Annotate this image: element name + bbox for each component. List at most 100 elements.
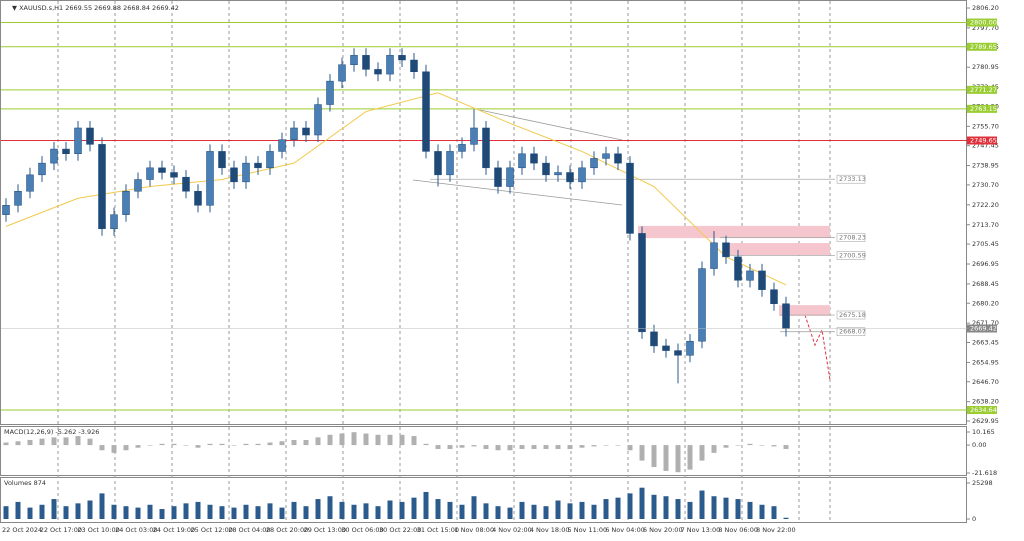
candle-body: [590, 158, 598, 169]
macd-bar: [399, 434, 405, 446]
candle-body: [326, 80, 334, 105]
panel-tick-label: -21.618: [972, 469, 997, 477]
level-tag-label: 2763.15: [970, 105, 997, 113]
volume-frame: [0, 477, 967, 523]
candle-body: [650, 331, 658, 347]
macd-bar: [147, 445, 153, 446]
zone: [725, 243, 830, 255]
volumes-bar: [615, 497, 621, 519]
volumes-bar: [255, 506, 261, 519]
volumes-bar: [555, 500, 561, 519]
volumes-bar: [111, 504, 117, 519]
level-tag-label: 2771.27: [970, 86, 997, 94]
volumes-bar: [519, 501, 525, 519]
candle-body: [602, 153, 610, 159]
level-tag-label: 2634.64: [970, 406, 997, 414]
candle-body: [746, 270, 754, 281]
macd-bar: [171, 443, 177, 446]
level-tag: [967, 18, 997, 27]
zone: [779, 305, 830, 316]
y-tick-label: 2722.20: [972, 201, 999, 209]
candle-body: [182, 176, 190, 192]
candle-body: [86, 127, 94, 145]
macd-bar: [735, 445, 741, 446]
volumes-bar: [567, 503, 573, 519]
marker-label: 2700.59: [839, 251, 866, 259]
macd-bar: [387, 434, 393, 446]
macd-bar: [567, 445, 573, 449]
candle-body: [350, 55, 358, 65]
x-tick-label: 24 Oct 19:00: [153, 526, 195, 534]
macd-bar: [195, 445, 201, 448]
candle-body: [146, 167, 154, 180]
macd-bar: [447, 445, 453, 449]
macd-frame: [0, 426, 967, 476]
channel: [412, 109, 623, 206]
macd-bar: [159, 443, 165, 446]
macd-bar: [231, 445, 237, 446]
volumes-bar: [603, 499, 609, 519]
candle-body: [194, 190, 202, 206]
macd-bar: [123, 445, 129, 451]
candle-body: [626, 162, 634, 234]
volumes-bar: [771, 506, 777, 519]
volumes-bar: [639, 487, 645, 519]
volumes-bar: [135, 507, 141, 519]
panel-tick-label: 0.00: [972, 441, 986, 449]
y-tick-label: 2680.20: [972, 299, 999, 307]
volumes-bar: [123, 506, 129, 519]
level-tag-label: 2789.65: [970, 43, 997, 51]
macd-bar: [291, 439, 297, 446]
volumes-bar: [351, 504, 357, 519]
volumes-bar: [423, 491, 429, 519]
macd-bar: [327, 434, 333, 446]
macd-bar: [15, 441, 21, 446]
volume-label: Volumes 874: [4, 479, 46, 487]
macd-bar: [639, 445, 645, 461]
candle-body: [2, 205, 10, 215]
candle-body: [206, 151, 214, 206]
volumes-bar: [435, 499, 441, 519]
volumes-bar: [159, 509, 165, 519]
volumes-bar: [279, 507, 285, 519]
candle-body: [386, 55, 394, 75]
volumes-bar: [651, 494, 657, 519]
x-tick-label: 4 Nov 18:00: [530, 526, 570, 534]
x-tick-label: 25 Oct 12:00: [191, 526, 233, 534]
macd-bar: [759, 445, 765, 446]
marker-label: 2668.07: [839, 328, 866, 336]
panel-tick-label: 10.165: [972, 428, 995, 436]
candle-body: [446, 151, 454, 176]
macd-label: MACD(12,26,9) -5.262 -3.926: [4, 428, 99, 436]
macd-bar: [627, 445, 633, 451]
candle-body: [530, 153, 538, 164]
candle-body: [14, 190, 22, 206]
macd-bar: [111, 445, 117, 453]
macd-bar: [555, 445, 561, 449]
candle-body: [710, 242, 718, 269]
volumes-bar: [219, 506, 225, 519]
x-tick-label: 6 Nov 04:00: [605, 526, 645, 534]
macd-bar: [423, 443, 429, 446]
volumes-bar: [723, 497, 729, 519]
marker-box: [836, 327, 866, 336]
candle-body: [374, 69, 382, 75]
macd-bar: [135, 445, 141, 448]
volumes-bar: [315, 499, 321, 519]
volumes-bar: [507, 507, 513, 519]
candle-body: [674, 350, 682, 356]
y-tick-label: 2738.95: [972, 162, 999, 170]
volumes-bar: [579, 501, 585, 519]
volumes-bar: [195, 501, 201, 519]
candle-body: [518, 153, 526, 169]
y-tick-label: 2780.95: [972, 63, 999, 71]
candle-body: [122, 190, 130, 215]
marker-box: [836, 310, 866, 320]
level-tag: [967, 42, 997, 51]
y-tick-label: 2755.70: [972, 122, 999, 130]
x-tick-label: 28 Oct 20:00: [266, 526, 308, 534]
macd-bar: [375, 434, 381, 446]
volumes-bar: [183, 503, 189, 519]
volumes-bar: [663, 496, 669, 519]
candle-body: [770, 289, 778, 304]
